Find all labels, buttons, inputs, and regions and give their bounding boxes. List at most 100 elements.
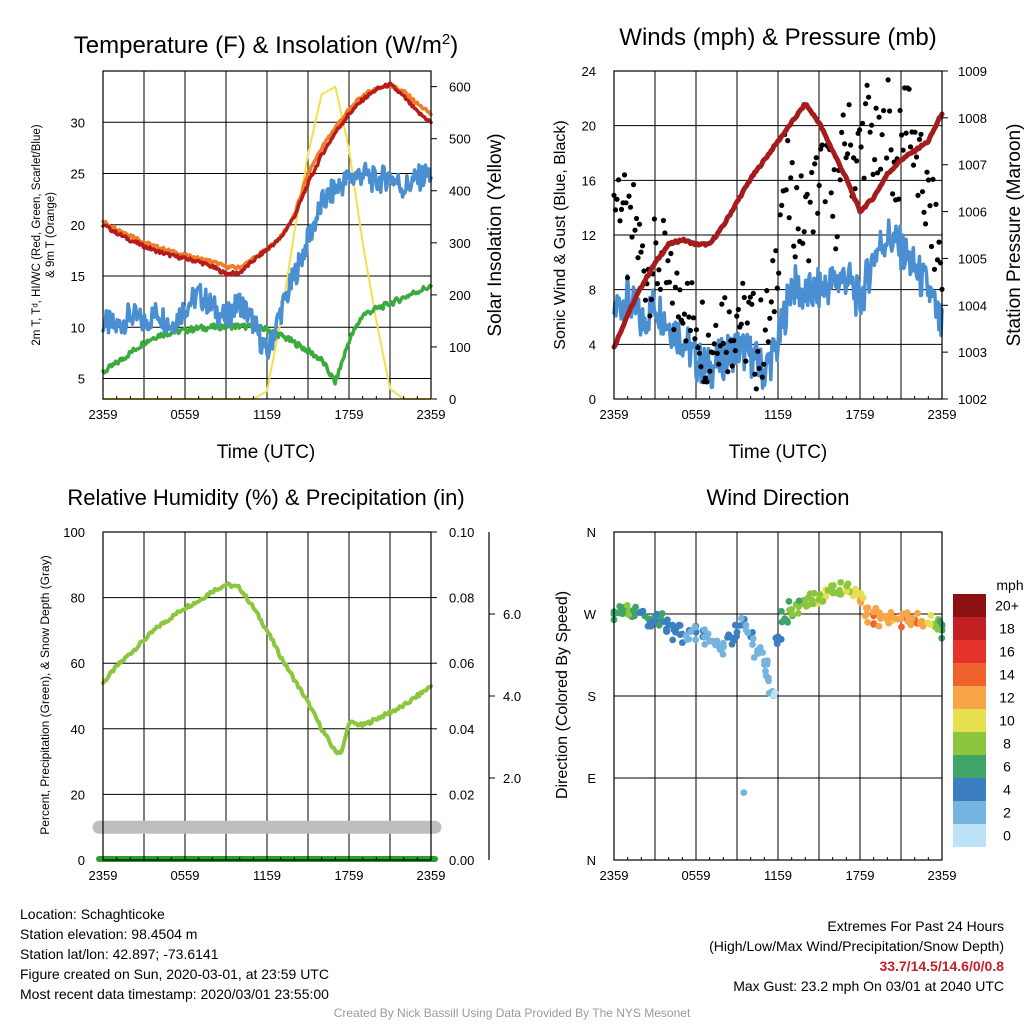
gust-point (916, 136, 923, 142)
humidity-xtick-label: 1759 (335, 868, 364, 883)
gust-point (705, 332, 712, 338)
gust-point (719, 301, 725, 307)
snow-ytick-label: 4.0 (503, 689, 521, 704)
direction-ytick-label: S (587, 689, 596, 704)
direction-point (870, 620, 877, 628)
gust-point (752, 371, 758, 377)
gust-point (704, 379, 710, 385)
gust-point (918, 131, 924, 137)
gust-point (657, 286, 664, 292)
gust-point (624, 275, 631, 281)
humidity-ytick-label: 0 (78, 853, 85, 868)
gust-point (729, 363, 735, 369)
gust-point (761, 361, 767, 367)
gust-point (753, 386, 759, 392)
gust-point (734, 313, 740, 319)
temp-xtick-label: 2359 (417, 407, 446, 422)
gust-point (890, 191, 896, 197)
gust-point (819, 142, 825, 148)
speed-legend-label: 20+ (995, 598, 1019, 614)
gust-point (785, 138, 791, 144)
extremes-subtitle: (High/Low/Max Wind/Precipitation/Snow De… (709, 938, 1004, 954)
precip-ytick-label: 0.10 (449, 525, 474, 540)
gust-point (675, 314, 682, 320)
winds-panel: Winds (mph) & Pressure (mb) Sonic Wind &… (552, 24, 1024, 463)
gust-point (875, 170, 881, 176)
gust-point (776, 270, 782, 276)
gust-point (629, 234, 635, 240)
direction-ytick-label: E (587, 771, 596, 786)
gust-point (660, 217, 667, 224)
gust-point (714, 350, 720, 356)
gust-point (635, 255, 641, 261)
temp-xtick-label: 1159 (253, 407, 281, 422)
gust-point (755, 348, 761, 354)
gust-point (828, 190, 834, 196)
gust-point (674, 270, 680, 276)
winds-xtick-label: 1759 (846, 407, 875, 422)
direction-point (884, 613, 891, 621)
gust-point (668, 250, 674, 257)
precip-ytick-label: 0.04 (449, 722, 474, 737)
speed-legend-label: 4 (1003, 782, 1011, 798)
speed-legend-swatch (953, 686, 986, 709)
humidity-panel: Relative Humidity (%) & Precipitation (i… (38, 485, 521, 883)
direction-point (816, 590, 824, 598)
direction-point (919, 622, 927, 630)
gust-point (870, 171, 876, 177)
winds-ytick-label: 16 (582, 173, 596, 188)
speed-legend-swatch (953, 755, 986, 778)
direction-point (749, 641, 756, 648)
pressure-ytick-label: 1004 (958, 298, 987, 313)
gust-point (710, 350, 716, 356)
gust-point (762, 327, 768, 333)
temp-ytick-label: 10 (71, 320, 85, 335)
direction-point (738, 614, 745, 622)
gust-point (653, 240, 659, 246)
gust-point (720, 340, 726, 346)
insolation-ytick-label: 400 (449, 184, 471, 199)
gust-point (738, 321, 744, 327)
speed-legend-label: 14 (999, 667, 1015, 683)
speed-legend-label: 2 (1003, 805, 1011, 821)
gust-point (686, 314, 692, 320)
direction-point (685, 635, 693, 643)
humidity-xtick-label: 2359 (417, 868, 446, 883)
gust-point (669, 300, 676, 306)
gust-point (846, 102, 852, 108)
speed-legend-swatch (953, 709, 986, 732)
gust-point (881, 108, 887, 114)
direction-point (759, 649, 766, 656)
gust-point (615, 177, 622, 183)
extremes-info: Extremes For Past 24 Hours (High/Low/Max… (709, 916, 1004, 996)
gust-point (740, 280, 746, 286)
humidity-title: Relative Humidity (%) & Precipitation (i… (67, 485, 464, 510)
gust-point (900, 147, 906, 153)
gust-point (687, 327, 694, 334)
speed-legend-swatch (953, 594, 986, 617)
extremes-title: Extremes For Past 24 Hours (827, 918, 1004, 934)
direction-point (740, 789, 748, 796)
direction-point (785, 598, 793, 605)
gust-point (863, 101, 869, 107)
direction-point (719, 644, 727, 651)
humidity-ytick-label: 60 (71, 656, 85, 671)
winds-ytick-label: 20 (582, 119, 596, 134)
winds-xlabel: Time (UTC) (729, 442, 828, 463)
temp-xtick-label: 1759 (335, 407, 364, 422)
station-info: Location: Schaghticoke Station elevation… (20, 904, 329, 1004)
gust-point (777, 212, 783, 218)
direction-xtick-label: 2359 (600, 868, 629, 883)
humidity-ylabel: Percent, Precipitation (Green), & Snow D… (38, 555, 52, 834)
direction-point (809, 600, 817, 608)
direction-point (788, 611, 796, 618)
gust-point (735, 306, 741, 313)
gust-point (925, 177, 932, 183)
winds-xtick-label: 2359 (928, 407, 957, 422)
speed-legend-swatch (953, 778, 986, 801)
gust-point (816, 182, 822, 189)
direction-point (862, 604, 870, 612)
gust-point (773, 248, 779, 254)
direction-ytick-label: W (584, 607, 597, 622)
gust-point (922, 221, 929, 227)
